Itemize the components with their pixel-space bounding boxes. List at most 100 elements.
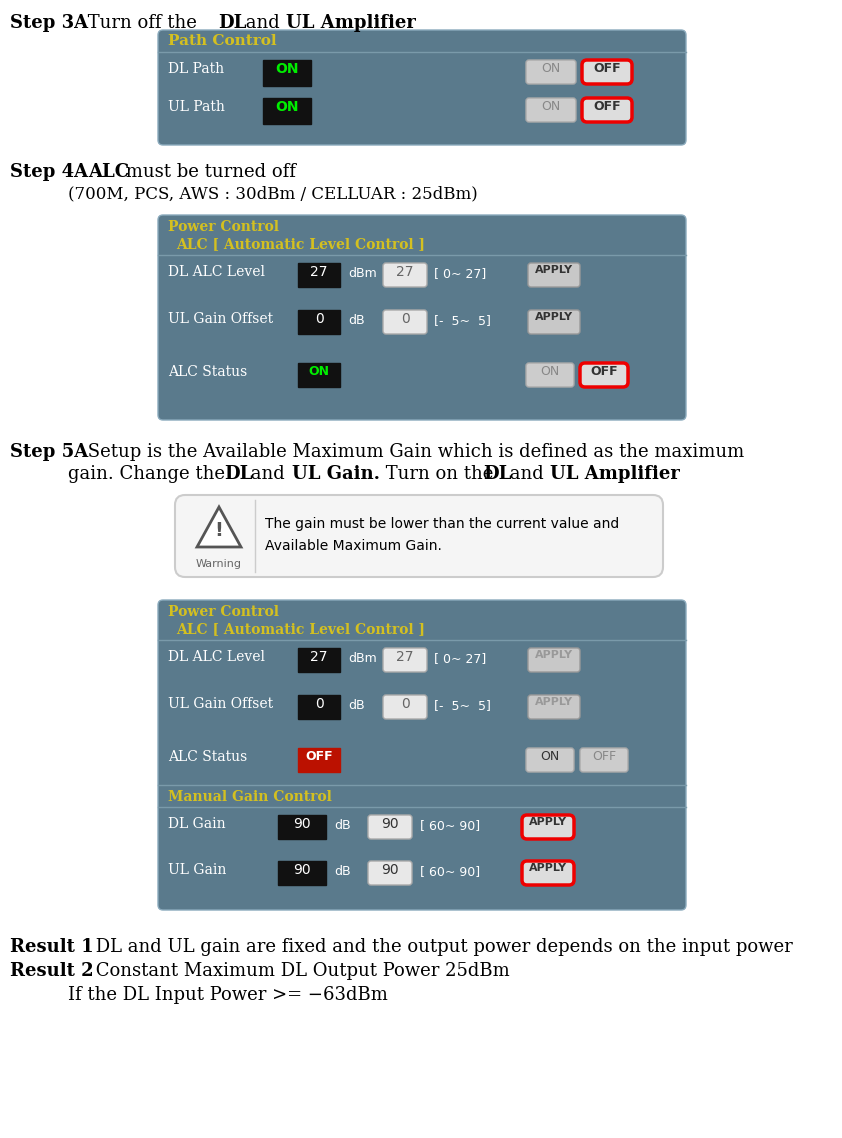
Text: 90: 90 (381, 817, 399, 831)
Text: Power Control: Power Control (168, 220, 279, 234)
FancyBboxPatch shape (526, 60, 576, 84)
Text: ON: ON (308, 365, 329, 378)
Text: DL: DL (224, 465, 253, 483)
Text: APPLY: APPLY (529, 817, 567, 827)
Text: OFF: OFF (593, 61, 621, 75)
Text: 27: 27 (310, 650, 328, 663)
FancyBboxPatch shape (526, 363, 574, 387)
Bar (298, 263, 340, 287)
Text: DL Gain: DL Gain (168, 817, 226, 831)
Text: UL Amplifier: UL Amplifier (550, 465, 679, 483)
Text: DL: DL (218, 14, 247, 32)
Text: [ 60~ 90]: [ 60~ 90] (420, 865, 480, 879)
Text: APPLY: APPLY (535, 312, 573, 322)
Text: Step 4A: Step 4A (10, 163, 88, 181)
Text: [ 0~ 27]: [ 0~ 27] (434, 652, 486, 665)
Bar (278, 861, 326, 885)
Text: Turn off the: Turn off the (82, 14, 203, 32)
Text: [ 0~ 27]: [ 0~ 27] (434, 267, 486, 280)
Bar (298, 748, 340, 772)
Text: If the DL Input Power >= −63dBm: If the DL Input Power >= −63dBm (68, 986, 388, 1004)
Text: Warning: Warning (196, 559, 242, 569)
Text: Setup is the Available Maximum Gain which is defined as the maximum: Setup is the Available Maximum Gain whic… (82, 443, 744, 461)
Text: !: ! (215, 521, 223, 541)
FancyBboxPatch shape (383, 263, 427, 287)
Text: UL Amplifier: UL Amplifier (286, 14, 416, 32)
Text: dB: dB (348, 314, 365, 327)
FancyBboxPatch shape (383, 648, 427, 673)
Text: ON: ON (541, 100, 561, 113)
Text: 0: 0 (401, 696, 409, 711)
FancyBboxPatch shape (522, 861, 574, 885)
Text: ALC Status: ALC Status (168, 750, 248, 764)
Text: 90: 90 (381, 863, 399, 877)
Text: Constant Maximum DL Output Power 25dBm: Constant Maximum DL Output Power 25dBm (90, 962, 509, 980)
Text: DL ALC Level: DL ALC Level (168, 650, 265, 663)
Text: and: and (245, 465, 290, 483)
Text: DL: DL (483, 465, 511, 483)
Text: 90: 90 (293, 863, 311, 877)
Text: ALC: ALC (88, 163, 129, 181)
Text: Path Control: Path Control (168, 34, 277, 48)
FancyBboxPatch shape (526, 98, 576, 122)
Text: UL Path: UL Path (168, 100, 225, 114)
FancyBboxPatch shape (528, 648, 580, 673)
Text: gain. Change the: gain. Change the (68, 465, 231, 483)
Bar (298, 363, 340, 387)
FancyBboxPatch shape (383, 695, 427, 719)
Text: and: and (240, 14, 285, 32)
Text: Available Maximum Gain.: Available Maximum Gain. (265, 539, 442, 553)
FancyBboxPatch shape (580, 748, 628, 772)
Text: DL and UL gain are fixed and the output power depends on the input power: DL and UL gain are fixed and the output … (90, 938, 793, 956)
Text: dB: dB (334, 819, 350, 832)
Text: ALC [ Automatic Level Control ]: ALC [ Automatic Level Control ] (176, 237, 425, 251)
Text: Step 3A: Step 3A (10, 14, 88, 32)
Text: UL Gain: UL Gain (168, 863, 226, 877)
Polygon shape (197, 508, 241, 547)
FancyBboxPatch shape (582, 98, 632, 122)
Text: Turn on the: Turn on the (380, 465, 499, 483)
FancyBboxPatch shape (175, 495, 663, 577)
Text: OFF: OFF (592, 750, 616, 762)
Text: DL ALC Level: DL ALC Level (168, 265, 265, 279)
Text: 0: 0 (401, 312, 409, 325)
FancyBboxPatch shape (522, 815, 574, 839)
Text: Result 1: Result 1 (10, 938, 93, 956)
Text: Manual Gain Control: Manual Gain Control (168, 790, 332, 805)
Text: dBm: dBm (348, 652, 376, 665)
Text: OFF: OFF (590, 365, 618, 378)
Text: ALC [ Automatic Level Control ]: ALC [ Automatic Level Control ] (176, 622, 425, 636)
Text: dB: dB (334, 865, 350, 879)
Text: 27: 27 (397, 265, 413, 279)
FancyBboxPatch shape (582, 60, 632, 84)
Bar (278, 815, 326, 839)
Text: Result 2: Result 2 (10, 962, 93, 980)
Text: 27: 27 (397, 650, 413, 663)
Text: The gain must be lower than the current value and: The gain must be lower than the current … (265, 517, 619, 531)
Text: must be turned off: must be turned off (120, 163, 296, 181)
Text: ON: ON (541, 61, 561, 75)
Bar (298, 695, 340, 719)
Text: dB: dB (348, 699, 365, 712)
Bar (298, 310, 340, 333)
Text: ON: ON (541, 365, 560, 378)
FancyBboxPatch shape (528, 310, 580, 333)
FancyBboxPatch shape (528, 695, 580, 719)
Bar (263, 98, 311, 124)
Bar (298, 648, 340, 673)
Text: OFF: OFF (305, 750, 333, 762)
Text: [-  5~  5]: [- 5~ 5] (434, 699, 491, 712)
Text: ON: ON (541, 750, 560, 762)
Text: OFF: OFF (593, 100, 621, 113)
Text: Step 5A: Step 5A (10, 443, 88, 461)
FancyBboxPatch shape (580, 363, 628, 387)
FancyBboxPatch shape (158, 215, 686, 420)
Text: Power Control: Power Control (168, 605, 279, 619)
Text: UL Gain Offset: UL Gain Offset (168, 696, 273, 711)
FancyBboxPatch shape (383, 310, 427, 333)
Text: ALC Status: ALC Status (168, 365, 248, 379)
Text: UL Gain.: UL Gain. (292, 465, 380, 483)
Text: ON: ON (275, 61, 299, 76)
Text: DL Path: DL Path (168, 61, 224, 76)
Text: (700M, PCS, AWS : 30dBm / CELLUAR : 25dBm): (700M, PCS, AWS : 30dBm / CELLUAR : 25dB… (68, 185, 477, 203)
